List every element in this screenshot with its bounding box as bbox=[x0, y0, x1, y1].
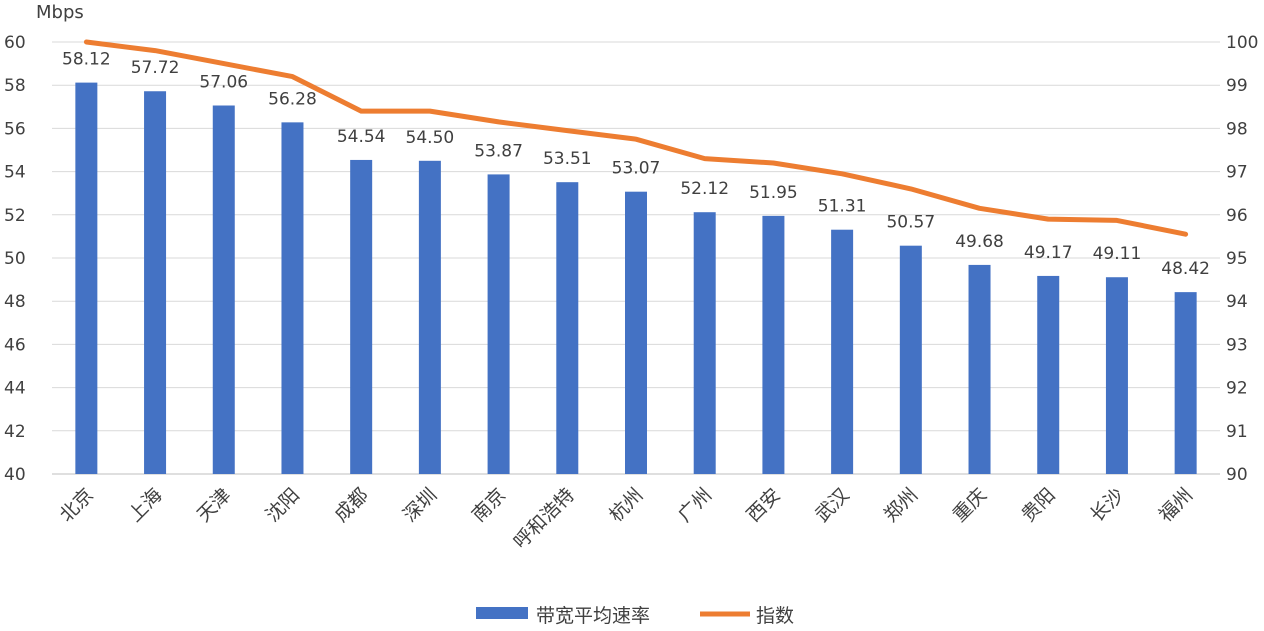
y-axis-left: 40 42 44 46 48 50 52 54 56 58 60 bbox=[4, 33, 26, 485]
bar bbox=[1037, 275, 1060, 474]
y-left-tick-label: 48 bbox=[4, 292, 26, 312]
data-label: 49.17 bbox=[1024, 243, 1073, 263]
category-label: 成都 bbox=[330, 484, 372, 526]
y-left-tick-label: 42 bbox=[4, 422, 26, 442]
data-label: 49.68 bbox=[955, 232, 1004, 252]
data-label: 52.12 bbox=[680, 179, 729, 199]
category-label: 天津 bbox=[193, 484, 235, 526]
data-label: 57.06 bbox=[199, 73, 248, 93]
y-left-tick-label: 58 bbox=[4, 76, 26, 96]
y-axis-right: 90 91 92 93 94 95 96 97 98 99 100 bbox=[1226, 33, 1258, 485]
category-label: 重庆 bbox=[949, 484, 991, 526]
bar bbox=[212, 105, 235, 474]
bar bbox=[418, 160, 441, 475]
data-label: 51.31 bbox=[818, 197, 867, 217]
x-axis-categories: 北京 上海 天津 沈阳 成都 深圳 南京 呼和浩特 杭州 广州 西安 武汉 郑州 重庆 贵阳 长沙 福州 bbox=[55, 484, 1197, 553]
data-label: 56.28 bbox=[268, 89, 317, 109]
category-label: 郑州 bbox=[880, 484, 922, 526]
bar bbox=[350, 159, 373, 474]
legend-line-label: 指数 bbox=[756, 605, 794, 627]
category-label: 上海 bbox=[124, 484, 166, 526]
category-label: 西安 bbox=[743, 484, 785, 526]
y-axis-unit-label: Mbps bbox=[36, 2, 84, 23]
y-left-tick-label: 52 bbox=[4, 206, 26, 226]
data-label: 51.95 bbox=[749, 183, 798, 203]
bar bbox=[831, 229, 854, 474]
y-left-tick-label: 56 bbox=[4, 119, 26, 139]
y-right-tick-label: 96 bbox=[1226, 206, 1248, 226]
bar bbox=[693, 212, 716, 474]
data-label: 57.72 bbox=[131, 58, 180, 78]
y-right-tick-label: 95 bbox=[1226, 249, 1248, 269]
bar bbox=[762, 215, 785, 474]
category-label: 长沙 bbox=[1086, 484, 1128, 526]
bar bbox=[487, 174, 510, 474]
data-label: 54.54 bbox=[337, 127, 386, 147]
y-right-tick-label: 100 bbox=[1226, 33, 1258, 53]
category-label: 广州 bbox=[674, 484, 716, 526]
category-label: 深圳 bbox=[399, 484, 441, 526]
line-series bbox=[83, 39, 1189, 237]
bar bbox=[281, 122, 304, 475]
category-label: 北京 bbox=[55, 484, 97, 526]
y-right-tick-label: 92 bbox=[1226, 379, 1248, 399]
y-left-tick-label: 50 bbox=[4, 249, 26, 269]
data-label: 53.87 bbox=[474, 141, 523, 161]
y-right-tick-label: 91 bbox=[1226, 422, 1248, 442]
data-label: 58.12 bbox=[62, 50, 111, 70]
data-label: 50.57 bbox=[886, 213, 935, 233]
category-label: 沈阳 bbox=[262, 484, 304, 526]
y-right-tick-label: 90 bbox=[1226, 465, 1248, 485]
y-right-tick-label: 94 bbox=[1226, 292, 1248, 312]
category-label: 福州 bbox=[1155, 484, 1197, 526]
data-label: 54.50 bbox=[406, 128, 455, 148]
data-label: 49.11 bbox=[1093, 244, 1142, 264]
data-label: 48.42 bbox=[1161, 259, 1210, 279]
y-left-tick-label: 40 bbox=[4, 465, 26, 485]
legend-bar-swatch bbox=[476, 607, 528, 619]
category-label: 武汉 bbox=[811, 484, 853, 526]
category-label: 南京 bbox=[468, 484, 510, 526]
y-left-tick-label: 60 bbox=[4, 33, 26, 53]
bar bbox=[144, 91, 167, 475]
y-left-tick-label: 46 bbox=[4, 335, 26, 355]
bar bbox=[75, 82, 98, 474]
category-label: 呼和浩特 bbox=[510, 484, 579, 553]
y-right-tick-label: 97 bbox=[1226, 163, 1248, 183]
bar bbox=[556, 182, 579, 474]
index-line bbox=[83, 39, 1189, 237]
bar bbox=[625, 191, 647, 475]
data-labels: 58.12 57.72 57.06 56.28 54.54 54.50 53.87 53.51… bbox=[62, 50, 1210, 280]
y-right-tick-label: 98 bbox=[1226, 119, 1248, 139]
bar bbox=[1105, 277, 1128, 474]
bar-series bbox=[75, 82, 1197, 475]
legend-bar-label: 带宽平均速率 bbox=[536, 605, 650, 627]
y-right-tick-label: 99 bbox=[1226, 76, 1248, 96]
data-label: 53.51 bbox=[543, 149, 592, 169]
category-label: 贵阳 bbox=[1017, 484, 1059, 526]
category-label: 杭州 bbox=[605, 484, 647, 526]
y-left-tick-label: 54 bbox=[4, 163, 26, 183]
y-right-tick-label: 93 bbox=[1226, 335, 1248, 355]
bar bbox=[899, 245, 922, 474]
bar bbox=[968, 264, 991, 474]
bar bbox=[1174, 292, 1197, 474]
data-label: 53.07 bbox=[612, 159, 661, 179]
legend: 带宽平均速率 指数 bbox=[476, 605, 794, 627]
y-left-tick-label: 44 bbox=[4, 379, 26, 399]
